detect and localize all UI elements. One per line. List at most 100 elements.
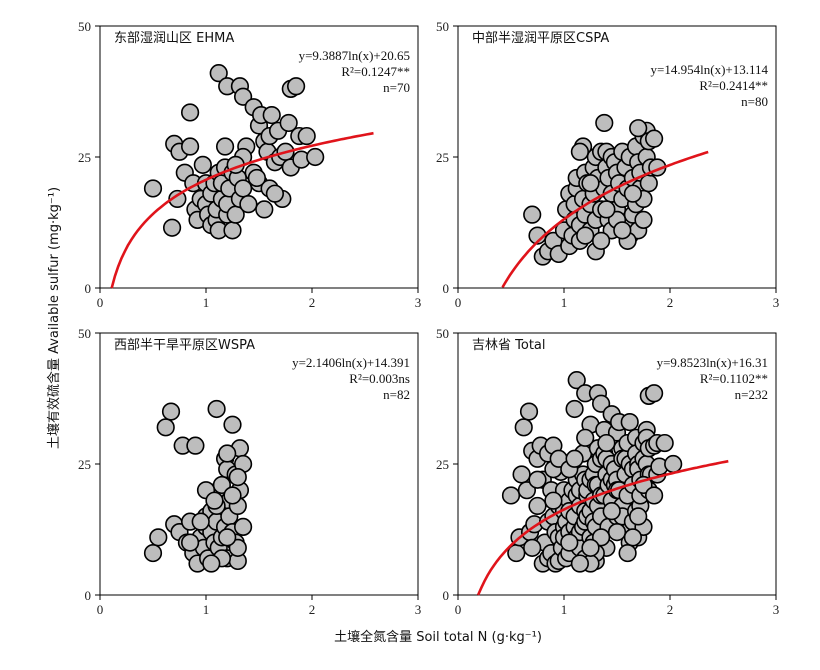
sample-size: n=80: [741, 94, 768, 109]
x-tick-label: 3: [415, 295, 422, 310]
fit-equation: y=9.3887ln(x)+20.65: [299, 48, 410, 63]
data-point: [223, 486, 242, 505]
data-point: [523, 205, 542, 224]
data-point: [205, 491, 224, 510]
r-squared: R²=0.003ns: [349, 371, 410, 386]
y-tick-label: 0: [85, 588, 92, 603]
sample-size: n=70: [383, 80, 410, 95]
x-tick-label: 0: [455, 602, 462, 617]
data-point: [565, 449, 584, 468]
fit-equation: y=14.954ln(x)+13.114: [651, 62, 769, 77]
data-point: [218, 444, 237, 463]
data-point: [655, 433, 674, 453]
x-tick-label: 1: [203, 602, 210, 617]
fit-equation: y=2.1406ln(x)+14.391: [292, 355, 410, 370]
data-point: [149, 528, 168, 547]
y-tick-label: 50: [436, 19, 449, 34]
data-point: [560, 533, 579, 552]
data-point: [209, 64, 228, 83]
y-tick-label: 50: [78, 326, 91, 341]
x-axis-label: 土壤全氮含量 Soil total N (g·kg⁻¹): [334, 629, 542, 645]
data-point: [223, 415, 242, 434]
panel-3: 0 1 2 3 0 25 50 西部半干旱平原区WSPA y=2.1406ln(x)+14.39…: [78, 326, 421, 617]
fit-curve: [110, 131, 374, 289]
y-tick-label: 50: [78, 19, 91, 34]
data-point: [634, 210, 653, 229]
data-point: [297, 126, 316, 146]
x-tick-label: 2: [309, 602, 316, 617]
data-point: [279, 113, 298, 133]
data-point: [265, 184, 285, 203]
data-point: [161, 402, 181, 421]
y-tick-label: 25: [436, 457, 449, 472]
data-point: [186, 436, 205, 455]
data-point: [544, 491, 563, 510]
fit-curve: [476, 459, 729, 596]
data-point: [618, 543, 637, 563]
data-point: [644, 486, 664, 505]
x-tick-label: 0: [97, 295, 104, 310]
data-point: [287, 77, 306, 96]
data-point: [639, 174, 658, 193]
y-tick-label: 25: [436, 150, 449, 165]
x-tick-label: 0: [97, 602, 104, 617]
x-tick-label: 2: [667, 602, 674, 617]
data-point: [613, 221, 632, 240]
data-point: [247, 168, 266, 188]
data-point: [629, 507, 648, 526]
panel-title: 东部湿润山区 EHMA: [114, 31, 234, 46]
data-point: [597, 433, 616, 453]
data-point: [181, 103, 200, 122]
data-point: [528, 470, 547, 489]
data-point: [143, 543, 163, 563]
sample-size: n=232: [735, 387, 768, 402]
x-tick-label: 0: [455, 295, 462, 310]
data-point: [215, 137, 235, 156]
data-point: [143, 179, 163, 198]
data-point: [570, 142, 590, 161]
data-point: [168, 189, 187, 209]
x-tick-label: 1: [561, 602, 568, 617]
y-tick-label: 0: [85, 281, 92, 296]
data-point: [218, 528, 237, 547]
data-point: [581, 538, 600, 557]
y-tick-label: 0: [443, 588, 450, 603]
panel-2: 0 1 2 3 0 25 50 中部半湿润平原区CSPA y=14.954ln(x)+13.11…: [436, 19, 779, 310]
y-tick-label: 25: [78, 150, 91, 165]
data-point: [644, 129, 664, 148]
data-point: [623, 528, 643, 547]
data-point: [234, 179, 253, 198]
data-point: [591, 231, 611, 250]
data-point: [528, 496, 547, 516]
data-point: [156, 418, 175, 437]
data-point: [207, 399, 226, 419]
data-point: [623, 184, 643, 203]
x-tick-label: 3: [773, 602, 780, 617]
x-tick-label: 3: [773, 295, 780, 310]
data-point: [570, 554, 590, 573]
x-tick-label: 2: [667, 295, 674, 310]
y-axis-label: 土壤有效硫含量 Available sulfur (mg·kg⁻¹): [46, 187, 62, 449]
x-tick-label: 1: [561, 295, 568, 310]
fit-equation: y=9.8523ln(x)+16.31: [657, 355, 768, 370]
data-point: [595, 113, 614, 133]
data-point: [191, 512, 210, 531]
data-point: [597, 200, 616, 219]
panel-title: 中部半湿润平原区CSPA: [472, 31, 609, 46]
data-point: [202, 554, 221, 573]
data-point: [581, 174, 600, 193]
panel-title: 西部半干旱平原区WSPA: [114, 338, 255, 353]
data-point: [512, 465, 531, 484]
r-squared: R²=0.2414**: [699, 78, 768, 93]
x-tick-label: 2: [309, 295, 316, 310]
y-tick-label: 50: [436, 326, 449, 341]
data-point: [664, 454, 683, 474]
panel-4: 0 1 2 3 0 25 50 吉林省 Total y=9.8523ln(x)+16.31R²=…: [436, 326, 779, 617]
r-squared: R²=0.1247**: [341, 64, 410, 79]
data-point: [162, 218, 182, 237]
sample-size: n=82: [383, 387, 410, 402]
fit-curve: [501, 150, 709, 288]
data-point: [228, 468, 247, 487]
data-point: [620, 412, 639, 432]
